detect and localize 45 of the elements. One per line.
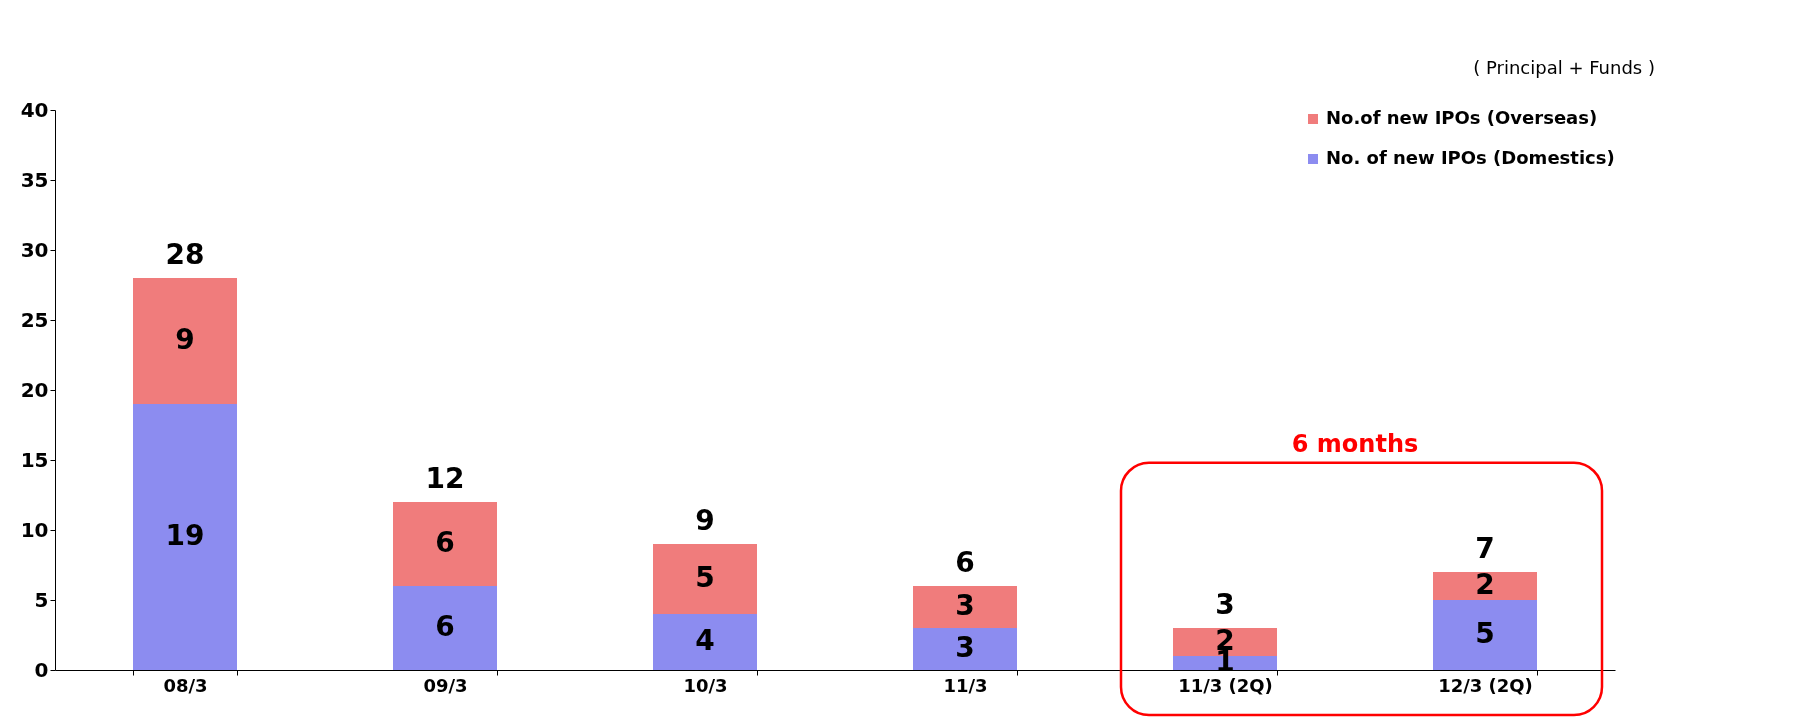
data-label: 4: [695, 624, 715, 657]
total-label: 6: [955, 546, 975, 579]
legend-label: No.of new IPOs (Overseas): [1326, 107, 1598, 128]
total-label: 7: [1475, 532, 1495, 565]
data-label: 5: [695, 561, 715, 594]
x-tick-label: 08/3: [163, 674, 208, 696]
bar: [1433, 600, 1537, 670]
legend-label: No. of new IPOs (Domestics): [1326, 147, 1615, 168]
total-label: 12: [425, 462, 465, 495]
bar: [133, 404, 237, 670]
x-tick-label: 09/3: [423, 674, 468, 696]
data-label: 3: [955, 631, 975, 664]
bar: [913, 586, 1017, 628]
bar: [393, 586, 497, 670]
total-label: 28: [165, 238, 205, 271]
y-tick-label: 5: [34, 587, 49, 612]
data-label: 19: [165, 519, 205, 552]
bar: [913, 628, 1017, 670]
x-tick-label: 12/3 (2Q): [1438, 674, 1533, 696]
y-tick-label: 15: [20, 447, 49, 472]
data-label: 3: [955, 589, 975, 622]
bar: [393, 502, 497, 586]
x-tick-label: 11/3 (2Q): [1178, 674, 1273, 696]
bar: [133, 278, 237, 404]
y-tick-label: 35: [20, 167, 49, 192]
data-label: 6: [435, 526, 455, 559]
y-tick-label: 40: [20, 97, 49, 122]
y-tick-label: 25: [20, 307, 49, 332]
x-tick-label: 11/3: [943, 674, 988, 696]
y-tick-label: 30: [20, 237, 49, 262]
data-label: 6: [435, 610, 455, 643]
bar: [653, 544, 757, 614]
bar: [1433, 572, 1537, 600]
bar: [653, 614, 757, 670]
data-label: 5: [1475, 617, 1495, 650]
y-tick-label: 10: [20, 517, 49, 542]
y-tick-label: 0: [34, 657, 49, 682]
total-label: 3: [1215, 588, 1235, 621]
data-label: 9: [175, 323, 195, 356]
annotation: 6 months: [1291, 430, 1419, 459]
text: ( Principal + Funds ): [1473, 57, 1655, 78]
data-label: 2: [1475, 568, 1495, 601]
x-tick-label: 10/3: [683, 674, 728, 696]
y-tick-label: 20: [20, 377, 49, 402]
total-label: 9: [695, 504, 715, 537]
